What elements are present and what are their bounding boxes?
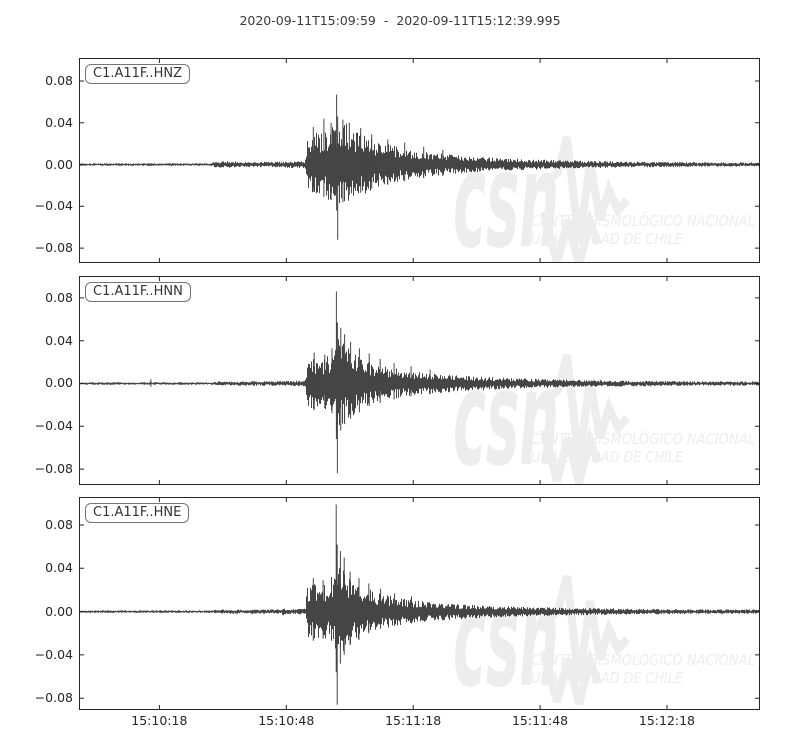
watermark-waveform-icon <box>540 426 602 484</box>
y-tick-label: 0.04 <box>45 560 73 576</box>
x-tick-label: 15:11:18 <box>385 713 442 728</box>
watermark-waveform-icon <box>536 354 630 463</box>
y-tick-label: 0.08 <box>45 289 73 305</box>
axes-border <box>79 276 760 485</box>
watermark-line1: CENTRO SISMOLÓGICO NACIONAL <box>531 211 755 230</box>
y-tick-label: 0.00 <box>45 603 73 619</box>
watermark-waveform-icon <box>540 647 602 705</box>
y-tick-label: 0.00 <box>45 156 73 172</box>
seismogram-trace <box>79 568 760 651</box>
watermark-line1: CENTRO SISMOLÓGICO NACIONAL <box>531 429 755 448</box>
y-tick-label: −0.04 <box>34 198 73 214</box>
watermark-waveform-icon <box>536 575 630 684</box>
axis-ticks <box>80 498 759 709</box>
y-tick-label: −0.08 <box>34 461 73 477</box>
y-tick-label: 0.04 <box>45 332 73 348</box>
watermark-line2: UNIVERSIDAD DE CHILE <box>531 669 683 687</box>
x-tick-label: 15:12:18 <box>638 713 696 728</box>
watermark-csn-text: csn <box>453 563 559 710</box>
y-tick-label: 0.00 <box>45 375 73 391</box>
axes-border <box>79 58 760 263</box>
y-tick-label: −0.08 <box>34 240 73 256</box>
watermark-waveform-icon <box>540 208 602 263</box>
trace-label-hnn: C1.A11F..HNN <box>85 282 191 302</box>
watermark-line2: UNIVERSIDAD DE CHILE <box>531 448 683 466</box>
watermark-csn-text: csn <box>453 124 559 263</box>
y-tick-label: 0.08 <box>45 517 73 533</box>
y-tick-label: 0.04 <box>45 114 73 130</box>
axis-ticks <box>80 277 759 484</box>
trace-label-hnz: C1.A11F..HNZ <box>85 64 190 84</box>
axis-ticks <box>80 59 759 262</box>
figure-title: 2020-09-11T15:09:59 - 2020-09-11T15:12:3… <box>239 13 561 28</box>
x-tick-label: 15:10:48 <box>258 713 315 728</box>
y-tick-label: 0.08 <box>45 72 73 88</box>
seismogram-trace <box>79 123 760 203</box>
watermark-csn-text: csn <box>453 342 559 485</box>
seismogram-trace <box>79 339 760 426</box>
x-tick-label: 15:10:18 <box>131 713 188 728</box>
y-tick-label: −0.04 <box>34 418 73 434</box>
trace-label-hne: C1.A11F..HNE <box>85 503 190 523</box>
seismogram-spikes <box>312 94 444 240</box>
axes-border <box>79 497 760 710</box>
y-tick-label: −0.08 <box>34 690 73 706</box>
y-tick-label: −0.04 <box>34 646 73 662</box>
watermark-line1: CENTRO SISMOLÓGICO NACIONAL <box>531 650 755 669</box>
seismogram-spikes <box>312 504 412 705</box>
seismogram-spikes <box>150 291 431 474</box>
x-tick-label: 15:11:48 <box>511 713 569 728</box>
watermark-line2: UNIVERSIDAD DE CHILE <box>531 230 683 248</box>
